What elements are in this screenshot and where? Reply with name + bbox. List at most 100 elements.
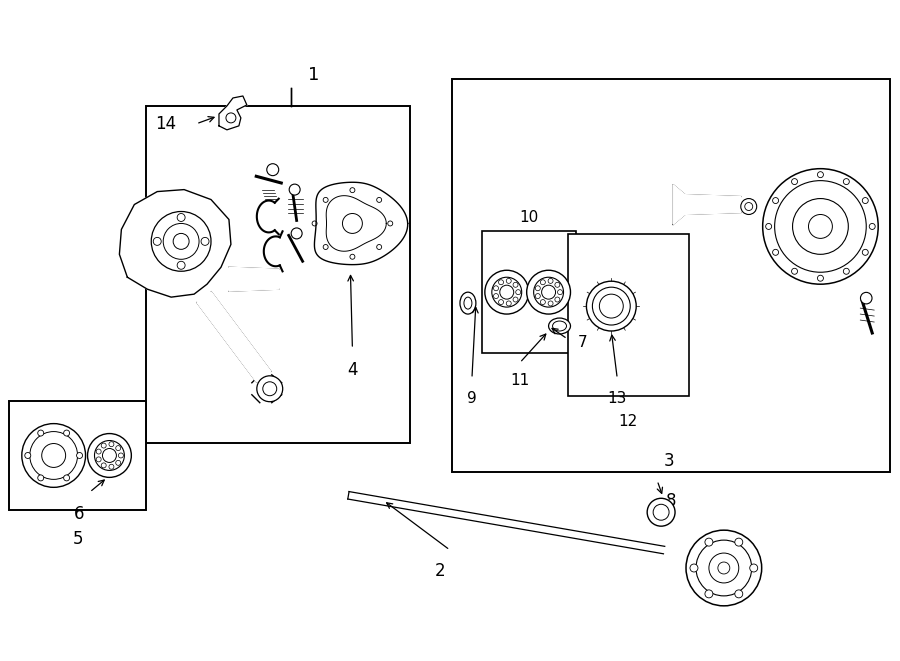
Text: 7: 7 <box>578 335 587 350</box>
Circle shape <box>109 442 114 447</box>
Text: 8: 8 <box>666 492 676 510</box>
Circle shape <box>101 443 106 448</box>
Circle shape <box>718 562 730 574</box>
Circle shape <box>741 198 757 214</box>
Circle shape <box>177 261 185 269</box>
Circle shape <box>493 286 499 291</box>
Circle shape <box>766 223 771 229</box>
Circle shape <box>103 449 116 463</box>
Text: 10: 10 <box>519 210 539 225</box>
Polygon shape <box>673 184 685 225</box>
Bar <box>568 235 689 396</box>
Circle shape <box>350 188 355 192</box>
Text: 12: 12 <box>618 414 638 428</box>
Circle shape <box>87 434 131 477</box>
Circle shape <box>485 270 528 314</box>
Circle shape <box>513 282 518 288</box>
Ellipse shape <box>587 281 636 331</box>
Circle shape <box>536 293 540 299</box>
Circle shape <box>862 249 868 255</box>
Circle shape <box>507 301 511 306</box>
Circle shape <box>377 198 382 202</box>
Circle shape <box>266 164 279 176</box>
Circle shape <box>542 285 555 299</box>
Circle shape <box>808 214 833 239</box>
Circle shape <box>534 277 563 307</box>
Circle shape <box>557 290 562 295</box>
Circle shape <box>536 286 540 291</box>
Ellipse shape <box>549 318 571 334</box>
Text: 13: 13 <box>608 391 627 406</box>
Text: 2: 2 <box>435 562 446 580</box>
Circle shape <box>350 254 355 259</box>
Circle shape <box>705 538 713 546</box>
Bar <box>9 401 147 510</box>
Text: 4: 4 <box>347 361 357 379</box>
Circle shape <box>116 460 121 465</box>
Circle shape <box>555 297 560 302</box>
Circle shape <box>793 198 849 254</box>
Circle shape <box>153 237 161 245</box>
Circle shape <box>256 376 283 402</box>
Bar <box>482 231 577 353</box>
Circle shape <box>862 198 868 204</box>
Circle shape <box>263 382 276 396</box>
Circle shape <box>226 113 236 123</box>
Circle shape <box>25 453 31 459</box>
Circle shape <box>817 172 824 178</box>
Circle shape <box>860 292 872 304</box>
Circle shape <box>493 293 499 299</box>
Text: 11: 11 <box>510 373 529 388</box>
Circle shape <box>653 504 669 520</box>
Bar <box>147 106 410 442</box>
Circle shape <box>323 198 328 202</box>
Polygon shape <box>681 194 741 214</box>
Circle shape <box>817 275 824 281</box>
Circle shape <box>686 530 761 606</box>
Circle shape <box>96 449 101 454</box>
Circle shape <box>709 553 739 583</box>
Circle shape <box>540 299 545 305</box>
Circle shape <box>119 453 123 458</box>
Circle shape <box>843 268 850 274</box>
Circle shape <box>30 432 77 479</box>
Circle shape <box>516 290 521 295</box>
Circle shape <box>555 282 560 288</box>
Circle shape <box>499 280 503 285</box>
Circle shape <box>792 268 797 274</box>
Circle shape <box>843 178 850 184</box>
Circle shape <box>696 540 752 596</box>
Ellipse shape <box>460 292 476 314</box>
Text: 5: 5 <box>72 530 83 548</box>
Circle shape <box>377 245 382 249</box>
Polygon shape <box>120 190 231 297</box>
Polygon shape <box>347 492 665 554</box>
Circle shape <box>38 430 44 436</box>
Polygon shape <box>219 96 247 130</box>
Ellipse shape <box>599 294 624 318</box>
Circle shape <box>173 233 189 249</box>
Circle shape <box>705 590 713 598</box>
Circle shape <box>792 178 797 184</box>
Circle shape <box>540 280 545 285</box>
Ellipse shape <box>553 321 566 331</box>
Polygon shape <box>229 267 279 291</box>
Text: 6: 6 <box>75 505 85 524</box>
Ellipse shape <box>464 297 472 309</box>
Circle shape <box>312 221 317 226</box>
Circle shape <box>289 184 300 195</box>
Circle shape <box>323 245 328 249</box>
Circle shape <box>64 430 69 436</box>
Circle shape <box>775 180 866 272</box>
Circle shape <box>22 424 86 487</box>
Circle shape <box>343 214 363 233</box>
Circle shape <box>750 564 758 572</box>
Circle shape <box>388 221 392 226</box>
Circle shape <box>116 446 121 451</box>
Circle shape <box>151 212 211 271</box>
Circle shape <box>745 202 752 210</box>
Circle shape <box>548 278 554 284</box>
Circle shape <box>734 538 742 546</box>
Text: 1: 1 <box>308 66 319 84</box>
Circle shape <box>513 297 518 302</box>
